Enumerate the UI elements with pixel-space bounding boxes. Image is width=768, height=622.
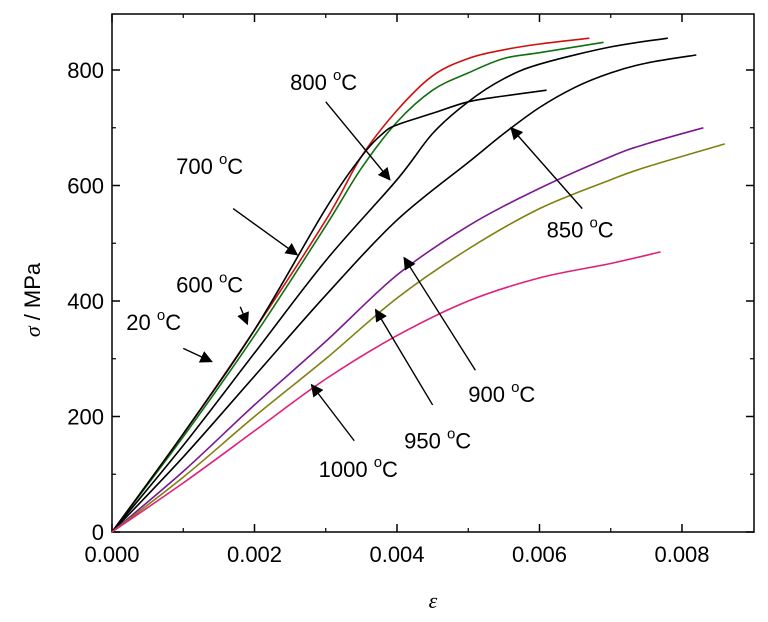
arrow-950C (374, 308, 434, 406)
y-tick-label: 800 (67, 58, 104, 83)
series-line-1000C (111, 251, 661, 533)
plot-frame (111, 13, 755, 533)
x-axis-title: ε (429, 588, 438, 613)
label-900C: 900 oC (468, 379, 535, 407)
x-tick-label: 0.006 (512, 542, 567, 567)
label-700C: 700 oC (176, 151, 243, 179)
y-tick-label: 0 (92, 520, 104, 545)
series-line-950C (111, 143, 726, 533)
x-tick-label: 0.008 (654, 542, 709, 567)
axis-ticks: 0.000 0.002 0.004 0.006 0.008 0 200 400 600 800 (67, 14, 754, 567)
y-tick-label: 600 (67, 174, 104, 199)
arrow-800C (325, 101, 391, 181)
series-line-600C (111, 41, 604, 533)
annotations: 20 oC 600 oC 700 oC 800 oC 850 oC 900 oC 950 o… (126, 67, 614, 482)
label-850C: 850 oC (547, 214, 614, 242)
label-1000C: 1000 oC (319, 454, 398, 482)
label-950C: 950 oC (404, 425, 471, 453)
x-tick-label: 0.002 (227, 542, 282, 567)
y-axis-title: σ / MPa (20, 262, 45, 337)
arrow-600C (237, 306, 249, 326)
arrow-850C (510, 126, 583, 210)
series-lines (111, 37, 726, 533)
y-tick-label: 400 (67, 289, 104, 314)
y-axis-symbol: σ (20, 325, 45, 337)
x-tick-label: 0.004 (369, 542, 424, 567)
x-tick-label: 0.000 (84, 542, 139, 567)
series-line-800C (111, 37, 668, 533)
y-axis-unit: / MPa (20, 262, 45, 320)
arrow-900C (403, 256, 476, 371)
series-line-850C (111, 54, 697, 533)
arrow-1000C (310, 383, 355, 442)
label-800C: 800 oC (290, 67, 357, 95)
arrow-20C (182, 347, 213, 363)
label-20C: 20 oC (126, 307, 181, 335)
y-tick-label: 200 (67, 405, 104, 430)
label-600C: 600 oC (176, 269, 243, 297)
arrow-700C (232, 208, 299, 256)
